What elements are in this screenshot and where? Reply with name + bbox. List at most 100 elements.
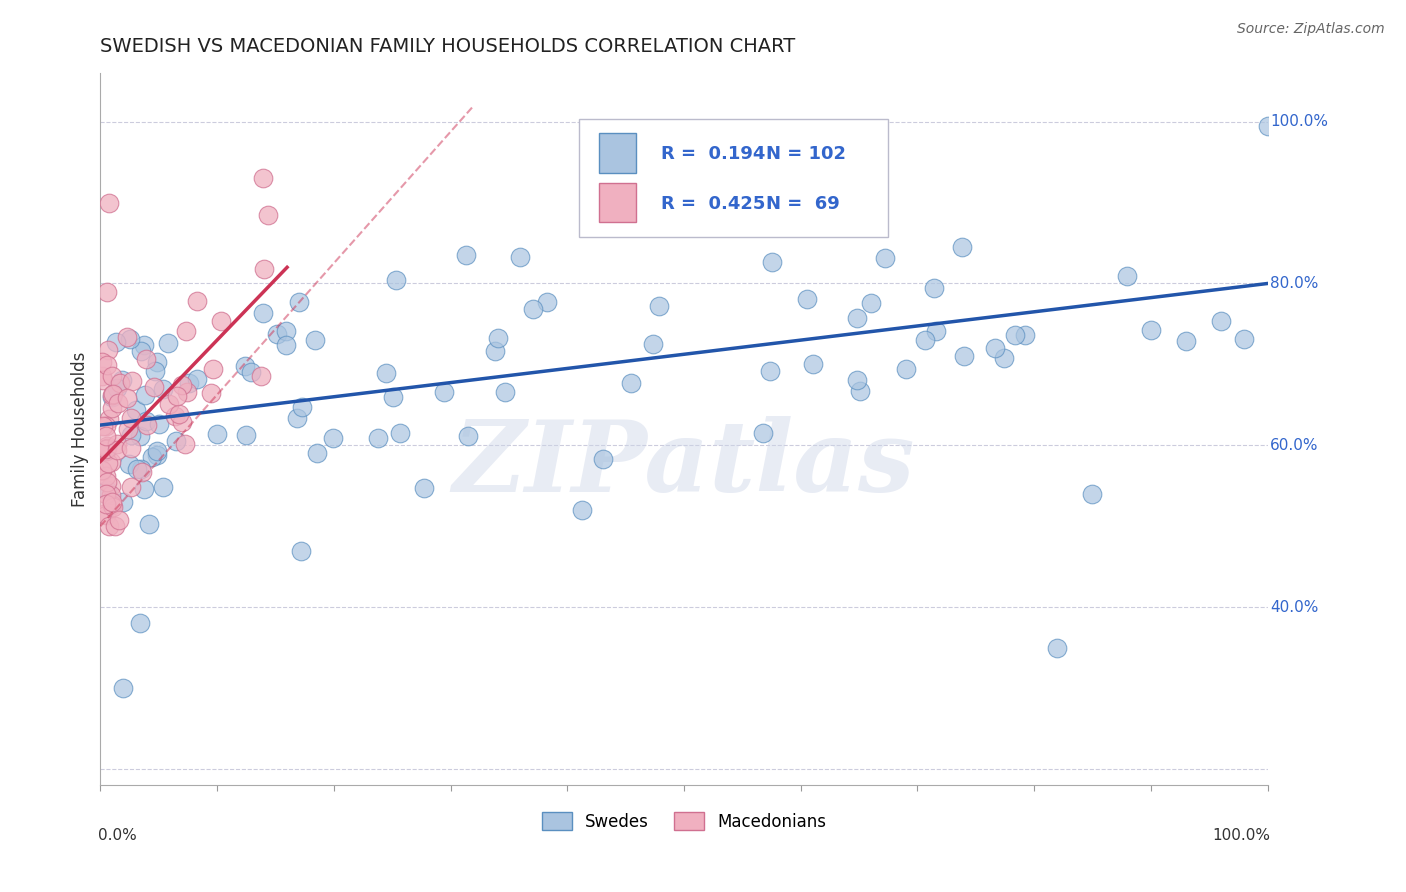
Point xyxy=(253,262,276,277)
Point xyxy=(846,373,869,387)
Point xyxy=(117,392,139,406)
Point xyxy=(433,384,456,399)
Point xyxy=(111,373,134,387)
Point xyxy=(1081,487,1104,501)
Point xyxy=(276,337,298,351)
Point xyxy=(849,384,872,398)
Point xyxy=(186,372,208,386)
Point xyxy=(1116,269,1139,284)
Point xyxy=(129,462,152,476)
Point xyxy=(209,314,232,328)
Point xyxy=(136,418,159,433)
Point xyxy=(922,281,945,295)
Point xyxy=(129,428,152,442)
Point xyxy=(135,352,157,367)
Point xyxy=(94,469,117,483)
Point xyxy=(101,369,124,384)
Point xyxy=(165,409,187,423)
Point xyxy=(172,415,194,429)
Point xyxy=(846,311,869,326)
Point xyxy=(276,324,298,338)
Point xyxy=(108,513,131,527)
Point xyxy=(950,239,973,253)
Point xyxy=(93,507,115,521)
Point xyxy=(127,461,149,475)
Point xyxy=(290,543,312,558)
Text: 80.0%: 80.0% xyxy=(1270,276,1319,291)
Text: SWEDISH VS MACEDONIAN FAMILY HOUSEHOLDS CORRELATION CHART: SWEDISH VS MACEDONIAN FAMILY HOUSEHOLDS … xyxy=(100,37,796,56)
Point xyxy=(484,344,506,359)
Point xyxy=(592,452,614,467)
Point xyxy=(648,299,671,313)
Point xyxy=(381,390,404,404)
Point xyxy=(120,428,142,442)
Point xyxy=(914,333,936,347)
Point xyxy=(100,488,122,502)
Point xyxy=(105,442,128,457)
Point xyxy=(146,355,169,369)
Point xyxy=(157,397,180,411)
Point xyxy=(103,500,125,514)
Point xyxy=(120,442,142,456)
Y-axis label: Family Households: Family Households xyxy=(72,351,89,507)
Point xyxy=(105,381,128,395)
Text: 60.0%: 60.0% xyxy=(1270,438,1319,453)
Point xyxy=(454,248,477,262)
Point xyxy=(94,508,117,522)
Legend: Swedes, Macedonians: Swedes, Macedonians xyxy=(536,805,832,838)
Point xyxy=(176,385,198,400)
Point xyxy=(132,338,155,352)
Point xyxy=(96,444,118,458)
Point xyxy=(90,464,112,478)
Point xyxy=(101,495,124,509)
Point xyxy=(96,428,118,442)
Point xyxy=(166,388,188,402)
Point xyxy=(252,171,274,186)
Point xyxy=(97,456,120,470)
Point xyxy=(522,301,544,316)
Point xyxy=(96,442,118,457)
Point xyxy=(91,373,114,387)
FancyBboxPatch shape xyxy=(599,134,636,173)
Point xyxy=(752,426,775,441)
Point xyxy=(761,255,783,269)
Point xyxy=(413,481,436,495)
Point xyxy=(201,361,224,376)
Text: Source: ZipAtlas.com: Source: ZipAtlas.com xyxy=(1237,22,1385,37)
Point xyxy=(536,295,558,310)
Point xyxy=(1174,334,1197,348)
Point xyxy=(388,425,411,440)
Point xyxy=(993,351,1015,366)
Point xyxy=(101,387,124,401)
Point xyxy=(96,358,118,372)
Point xyxy=(1233,332,1256,346)
Point xyxy=(108,376,131,390)
Point xyxy=(859,296,882,310)
Text: 40.0%: 40.0% xyxy=(1270,599,1319,615)
Point xyxy=(90,355,112,369)
Point xyxy=(129,344,152,359)
Point xyxy=(104,335,127,350)
Point xyxy=(100,455,122,469)
Point xyxy=(104,519,127,533)
Point xyxy=(291,401,314,415)
Point xyxy=(984,341,1007,355)
Point xyxy=(121,374,143,388)
Point xyxy=(152,480,174,494)
Point xyxy=(96,285,118,299)
Point xyxy=(146,448,169,462)
Point xyxy=(143,364,166,378)
FancyBboxPatch shape xyxy=(579,120,889,237)
Point xyxy=(135,413,157,427)
Point xyxy=(112,495,135,509)
Point xyxy=(141,450,163,465)
Point xyxy=(100,499,122,513)
Point xyxy=(1046,640,1069,655)
Point xyxy=(96,486,118,500)
Point xyxy=(494,385,516,400)
Point xyxy=(235,428,257,442)
Point xyxy=(925,324,948,338)
Point xyxy=(105,437,128,451)
Text: 100.0%: 100.0% xyxy=(1212,828,1270,843)
Point xyxy=(90,369,112,384)
